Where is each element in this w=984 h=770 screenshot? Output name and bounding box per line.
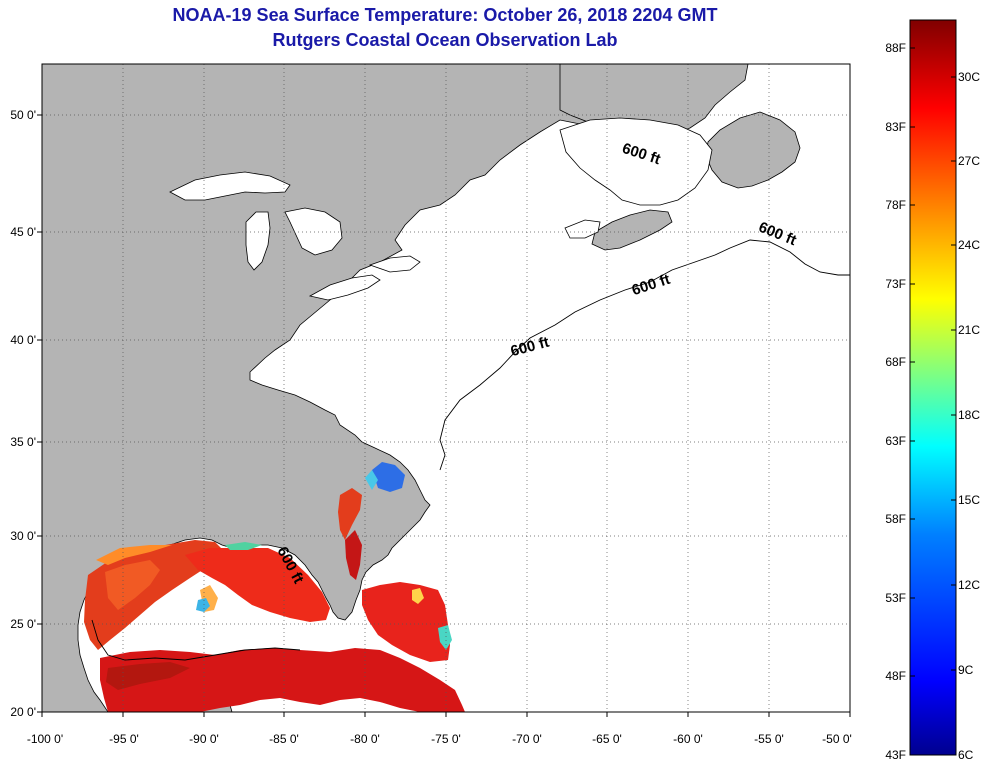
lon-tick-label: -75 0' bbox=[431, 732, 461, 746]
contour-600ft-gulf bbox=[91, 619, 301, 661]
colorbar-c-label: 15C bbox=[958, 493, 980, 507]
colorbar-f-label: 48F bbox=[885, 669, 906, 683]
land-nova-scotia bbox=[591, 209, 673, 251]
lat-tick-label: 40 0' bbox=[10, 333, 36, 347]
lon-tick-label: -100 0' bbox=[27, 732, 63, 746]
colorbar-f-label: 88F bbox=[885, 41, 906, 55]
sst-gulf-coast-strip bbox=[96, 542, 262, 565]
map-subtitle: Rutgers Coastal Ocean Observation Lab bbox=[272, 30, 618, 50]
lon-tick-labels: -100 0' -95 0' -90 0' -85 0' -80 0' -75 … bbox=[27, 732, 852, 746]
lat-tick-label: 45 0' bbox=[10, 225, 36, 239]
lon-tick-label: -50 0' bbox=[822, 732, 852, 746]
lake-ontario bbox=[368, 255, 421, 273]
colorbar-c-label: 24C bbox=[958, 238, 980, 252]
colorbar-f-labels: 88F 83F 78F 73F 68F 63F 58F 53F 48F 43F bbox=[885, 41, 906, 762]
lon-tick-label: -80 0' bbox=[350, 732, 380, 746]
contour-600ft bbox=[439, 239, 850, 471]
sst-gulf-of-mexico bbox=[84, 540, 465, 712]
lat-tick-label: 30 0' bbox=[10, 529, 36, 543]
colorbar-f-ticks bbox=[910, 47, 915, 677]
lon-tick-label: -55 0' bbox=[754, 732, 784, 746]
colorbar-c-label: 30C bbox=[958, 70, 980, 84]
lon-tick-label: -95 0' bbox=[109, 732, 139, 746]
colorbar-f-label: 53F bbox=[885, 591, 906, 605]
colorbar-f-label: 83F bbox=[885, 120, 906, 134]
colorbar-c-label: 6C bbox=[958, 748, 974, 762]
lon-tick-label: -90 0' bbox=[189, 732, 219, 746]
lat-tick-label: 35 0' bbox=[10, 435, 36, 449]
lat-ticks bbox=[37, 114, 42, 713]
colorbar-f-label: 78F bbox=[885, 198, 906, 212]
gulf-st-lawrence bbox=[559, 117, 713, 206]
lon-tick-label: -60 0' bbox=[673, 732, 703, 746]
colorbar-c-label: 18C bbox=[958, 408, 980, 422]
lake-michigan bbox=[245, 211, 271, 271]
lat-tick-label: 50 0' bbox=[10, 108, 36, 122]
lon-tick-label: -85 0' bbox=[269, 732, 299, 746]
colorbar-f-label: 73F bbox=[885, 277, 906, 291]
lon-tick-label: -70 0' bbox=[512, 732, 542, 746]
colorbar-f-label: 43F bbox=[885, 748, 906, 762]
colorbar-c-label: 9C bbox=[958, 663, 974, 677]
lat-tick-labels: 20 0' 25 0' 30 0' 35 0' 40 0' 45 0' 50 0… bbox=[10, 108, 36, 719]
colorbar-c-label: 27C bbox=[958, 154, 980, 168]
graticule bbox=[42, 64, 850, 712]
lon-tick-label: -65 0' bbox=[592, 732, 622, 746]
colorbar bbox=[909, 19, 957, 756]
colorbar-f-label: 63F bbox=[885, 434, 906, 448]
map-title: NOAA-19 Sea Surface Temperature: October… bbox=[172, 5, 718, 25]
lat-tick-label: 20 0' bbox=[10, 705, 36, 719]
colorbar-c-labels: 30C 27C 24C 21C 18C 15C 12C 9C 6C bbox=[958, 70, 980, 762]
lake-erie bbox=[308, 274, 381, 301]
lat-tick-label: 25 0' bbox=[10, 617, 36, 631]
colorbar-c-ticks bbox=[951, 76, 956, 671]
lon-ticks bbox=[41, 712, 851, 717]
lake-superior bbox=[169, 171, 291, 201]
colorbar-c-label: 12C bbox=[958, 578, 980, 592]
colorbar-f-label: 68F bbox=[885, 355, 906, 369]
sst-florida-straits-atlantic bbox=[338, 462, 452, 662]
colorbar-f-label: 58F bbox=[885, 512, 906, 526]
lake-huron bbox=[284, 207, 343, 256]
colorbar-c-label: 21C bbox=[958, 323, 980, 337]
